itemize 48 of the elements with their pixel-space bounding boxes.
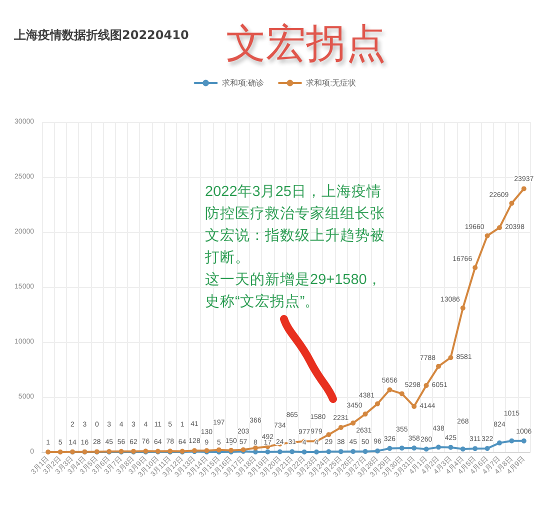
point	[436, 364, 441, 369]
point	[387, 387, 392, 392]
point	[484, 233, 490, 238]
point	[460, 306, 466, 311]
point	[277, 449, 282, 454]
point	[58, 449, 63, 454]
point	[302, 449, 307, 454]
point	[265, 449, 270, 454]
point	[460, 446, 466, 452]
point	[497, 225, 502, 230]
point	[497, 440, 502, 446]
point	[350, 449, 356, 454]
point	[290, 449, 295, 454]
point	[46, 449, 51, 454]
point	[338, 449, 344, 454]
point	[362, 448, 368, 454]
chart-title: 上海疫情数据折线图20220410	[14, 27, 189, 44]
point	[448, 444, 454, 450]
point	[253, 445, 258, 450]
point	[509, 438, 514, 444]
point	[509, 200, 514, 206]
point	[472, 265, 478, 270]
legend-label: 求和项:确诊	[222, 78, 264, 88]
legend-label: 求和项:无症状	[306, 78, 356, 88]
point	[521, 438, 526, 444]
annotation: 2022年3月25日，上海疫情防控医疗救治专家组组长张文宏说：指数级上升趋势被打断。	[205, 183, 386, 268]
point	[350, 420, 356, 426]
point	[387, 446, 392, 451]
point	[521, 186, 526, 192]
point	[399, 391, 404, 396]
point	[338, 424, 344, 430]
point	[326, 432, 332, 438]
point	[375, 448, 380, 454]
point	[424, 446, 429, 452]
point	[326, 449, 332, 454]
point	[436, 444, 441, 450]
point	[472, 446, 478, 452]
point	[399, 446, 404, 451]
point	[412, 446, 417, 451]
point	[314, 449, 319, 454]
annotation: 这一天的新增是29+1580，史称“文宏拐点”。	[205, 270, 383, 312]
point	[424, 382, 429, 388]
point	[375, 401, 380, 406]
point	[448, 355, 454, 360]
point	[362, 412, 368, 417]
point	[412, 404, 417, 409]
point	[484, 446, 490, 451]
chart-subtitle: 文宏拐点	[226, 20, 386, 69]
